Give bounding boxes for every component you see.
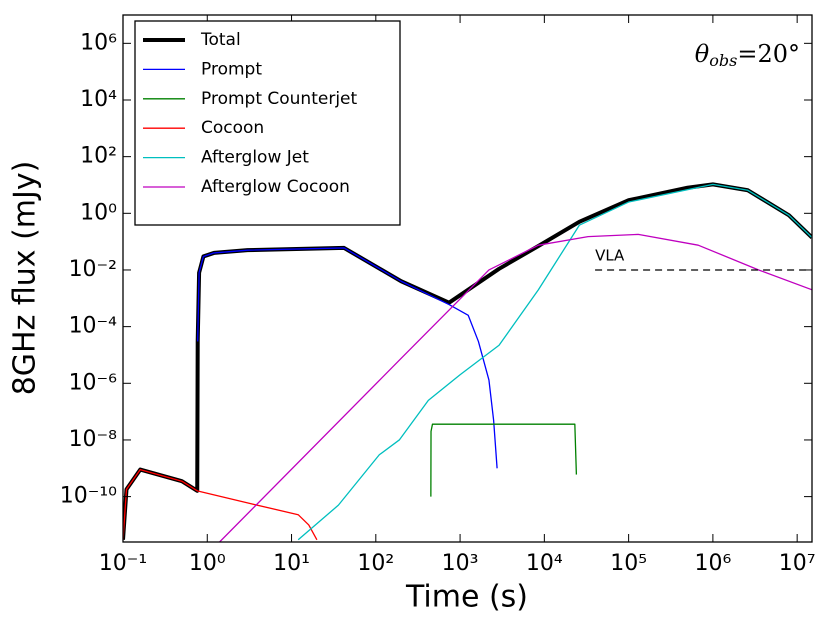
y-tick-label: 10⁻⁶ bbox=[69, 370, 118, 395]
legend-box bbox=[134, 20, 401, 226]
plot-frame bbox=[122, 14, 813, 543]
legend-label: Total bbox=[200, 30, 241, 50]
legend-label: Cocoon bbox=[201, 118, 264, 138]
x-axis-label: Time (s) bbox=[405, 580, 528, 615]
series-line bbox=[430, 423, 578, 497]
legend-label: Prompt Counterjet bbox=[201, 89, 358, 109]
x-tick-label: 10⁻¹ bbox=[99, 551, 147, 576]
x-tick-label: 10⁵ bbox=[610, 551, 647, 576]
y-tick-label: 10⁰ bbox=[80, 200, 117, 225]
annotation-text: =20° bbox=[737, 40, 800, 68]
x-tick-label: 10⁰ bbox=[189, 551, 226, 576]
legend-label: Prompt bbox=[201, 59, 262, 79]
x-tick-label: 10⁷ bbox=[779, 551, 816, 576]
x-tick-label: 10¹ bbox=[273, 551, 310, 576]
legend-label: Afterglow Jet bbox=[201, 148, 309, 168]
y-tick-label: 10⁻⁸ bbox=[69, 427, 118, 452]
series-line bbox=[123, 182, 812, 540]
series-line bbox=[297, 183, 812, 541]
annotation-symbol: θ bbox=[695, 40, 710, 68]
series-line bbox=[197, 247, 498, 469]
series-line bbox=[219, 233, 812, 542]
y-tick-label: 10⁻² bbox=[69, 257, 117, 282]
annotation: θobs=20° bbox=[695, 40, 800, 70]
y-tick-label: 10⁴ bbox=[80, 87, 117, 112]
y-tick-label: 10⁻¹⁰ bbox=[60, 484, 117, 509]
reference-label: VLA bbox=[595, 246, 625, 264]
x-tick-label: 10⁴ bbox=[526, 551, 563, 576]
series-line bbox=[123, 468, 318, 541]
y-tick-label: 10² bbox=[80, 144, 117, 169]
x-tick-label: 10⁶ bbox=[694, 551, 731, 576]
y-tick-label: 10⁻⁴ bbox=[69, 314, 118, 339]
legend-label: Afterglow Cocoon bbox=[201, 177, 350, 197]
x-tick-label: 10² bbox=[357, 551, 394, 576]
y-tick-label: 10⁶ bbox=[80, 30, 117, 55]
plot-lines bbox=[123, 182, 812, 542]
x-tick-label: 10³ bbox=[442, 551, 479, 576]
annotation-subscript: obs bbox=[709, 51, 737, 70]
y-axis-label: 8GHz flux (mJy) bbox=[8, 161, 43, 396]
